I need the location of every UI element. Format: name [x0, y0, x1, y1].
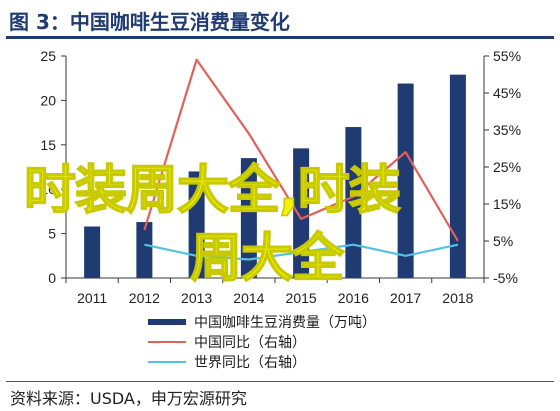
source-divider — [6, 381, 554, 382]
watermark-text-1: 时装周大全,时装 — [23, 160, 401, 222]
left-tick-label: 10 — [40, 181, 56, 197]
x-tick-label: 2016 — [338, 290, 369, 306]
watermark-text-2: 周大全 — [189, 228, 345, 290]
right-tick-label: 45% — [493, 85, 521, 101]
x-tick-label: 2013 — [181, 290, 212, 306]
right-tick-label: 25% — [493, 159, 521, 175]
right-tick-label: 5% — [493, 233, 513, 249]
legend-swatch-china-line — [148, 341, 186, 343]
bar-consumption-2015 — [293, 148, 310, 278]
x-tick-label: 2011 — [77, 290, 107, 306]
line-series — [143, 58, 459, 261]
bar-consumption-2014 — [240, 158, 257, 278]
legend-label-world-yoy: 世界同比（右轴） — [194, 355, 306, 371]
left-tick-label: 15 — [40, 137, 56, 153]
left-tick-label: 25 — [40, 48, 56, 64]
left-tick-label: 0 — [48, 270, 56, 286]
chart-legend: 中国咖啡生豆消费量（万吨） 中国同比（右轴） 世界同比（右轴） — [148, 312, 376, 372]
right-tick-label: 35% — [493, 122, 521, 138]
bar-consumption-2016 — [345, 127, 362, 278]
legend-item-consumption: 中国咖啡生豆消费量（万吨） — [148, 312, 376, 332]
legend-swatch-bar — [148, 319, 186, 325]
x-tick-label: 2017 — [390, 290, 421, 306]
legend-label-consumption: 中国咖啡生豆消费量（万吨） — [194, 315, 376, 331]
x-tick-label: 2014 — [233, 290, 264, 306]
bar-consumption-2013 — [188, 171, 205, 278]
tick-labels: 0 5 10 15 20 25 -5% 5% 15% 25% 35% 45% 55% 2011 2012 20… — [40, 48, 521, 306]
legend-swatch-world-line — [148, 361, 186, 363]
bar-consumption-2017 — [397, 83, 414, 278]
chart-axes — [61, 55, 489, 283]
x-tick-label: 2012 — [129, 290, 160, 306]
title-divider — [6, 36, 554, 39]
bar-consumption-2012 — [136, 222, 153, 278]
line-world-yoy — [144, 243, 459, 261]
right-tick-label: 15% — [493, 196, 521, 212]
bar-series — [84, 74, 466, 278]
x-tick-label: 2015 — [286, 290, 317, 306]
bar-consumption-2011 — [84, 226, 101, 278]
x-tick-label: 2018 — [442, 290, 473, 306]
bar-consumption-2018 — [449, 74, 466, 278]
right-tick-label: 55% — [493, 48, 521, 64]
legend-item-world-yoy: 世界同比（右轴） — [148, 352, 376, 372]
chart-title: 图 3：中国咖啡生豆消费量变化 — [9, 10, 290, 34]
source-note: 资料来源：USDA，申万宏源研究 — [10, 389, 247, 408]
right-tick-label: -5% — [493, 270, 518, 286]
left-tick-label: 5 — [48, 226, 56, 242]
line-china-yoy — [143, 58, 459, 242]
legend-item-china-yoy: 中国同比（右轴） — [148, 332, 376, 352]
legend-label-china-yoy: 中国同比（右轴） — [194, 335, 306, 351]
left-tick-label: 20 — [40, 92, 56, 108]
